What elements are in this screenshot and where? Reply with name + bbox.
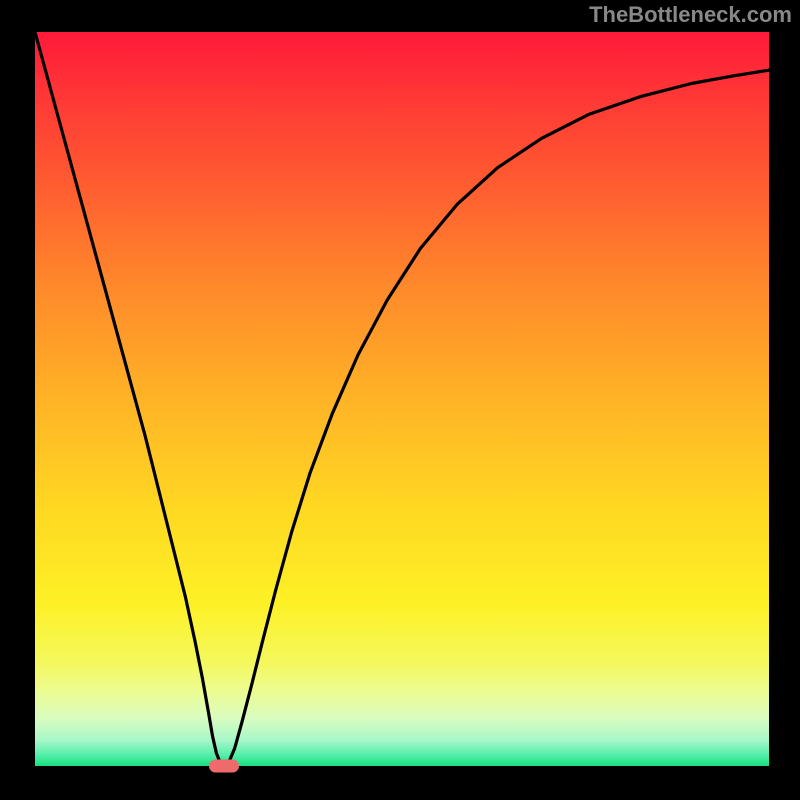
optimum-marker (209, 760, 239, 773)
chart-svg (35, 32, 769, 766)
chart-container: TheBottleneck.com (0, 0, 800, 800)
plot-area (35, 32, 769, 766)
chart-background (35, 32, 769, 766)
watermark-text: TheBottleneck.com (589, 2, 792, 28)
